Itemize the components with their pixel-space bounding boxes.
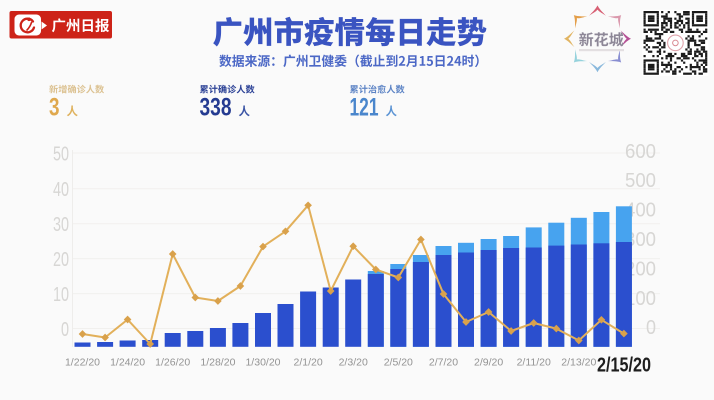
svg-text:1/22/20: 1/22/20 [65,357,100,369]
svg-text:2/15/20: 2/15/20 [597,354,651,377]
svg-text:2/13/20: 2/13/20 [561,357,596,369]
svg-text:1/30/20: 1/30/20 [245,357,280,369]
svg-text:121: 121 [350,94,379,122]
svg-text:30: 30 [53,214,69,236]
svg-text:2/3/20: 2/3/20 [339,357,368,369]
svg-text:2/5/20: 2/5/20 [384,357,413,369]
svg-text:1/28/20: 1/28/20 [200,357,235,369]
svg-text:3: 3 [49,94,60,122]
svg-text:50: 50 [53,143,69,165]
svg-text:10: 10 [53,284,69,306]
svg-text:2/7/20: 2/7/20 [429,357,458,369]
svg-text:0: 0 [646,317,656,339]
svg-text:200: 200 [625,258,656,280]
svg-text:100: 100 [625,288,656,310]
svg-text:20: 20 [53,249,69,271]
svg-text:40: 40 [53,179,69,201]
svg-text:1/26/20: 1/26/20 [155,357,190,369]
svg-text:1/24/20: 1/24/20 [110,357,145,369]
svg-text:2/11/20: 2/11/20 [517,357,551,369]
svg-text:2/9/20: 2/9/20 [474,357,503,369]
svg-text:2/1/20: 2/1/20 [293,357,322,369]
svg-text:338: 338 [200,94,232,122]
svg-text:0: 0 [61,319,69,341]
svg-text:300: 300 [625,229,656,251]
svg-text:600: 600 [625,141,656,163]
svg-text:400: 400 [625,200,656,222]
svg-text:500: 500 [625,170,656,192]
